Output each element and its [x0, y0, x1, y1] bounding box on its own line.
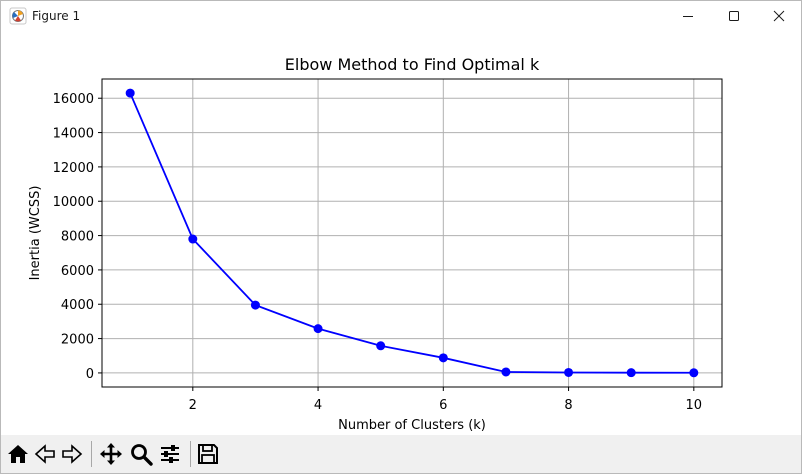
x-tick-label: 2 [189, 398, 197, 413]
y-tick-label: 10000 [53, 195, 94, 210]
window-title: Figure 1 [32, 9, 81, 23]
grid-lines [102, 79, 722, 387]
toolbar-separator [190, 441, 191, 467]
y-tick-label: 14000 [53, 127, 94, 142]
maximize-button[interactable] [711, 1, 757, 31]
y-tick-label: 0 [86, 367, 94, 382]
data-point [376, 341, 386, 351]
x-ticks: 2 4 6 8 10 [189, 387, 702, 413]
minimize-icon [683, 16, 693, 17]
y-axis-label: Inertia (WCSS) [28, 186, 43, 281]
home-button[interactable] [5, 441, 31, 467]
toolbar-separator [91, 441, 92, 467]
data-point [689, 368, 699, 378]
move-icon [100, 443, 122, 465]
y-ticks: 0 2000 4000 6000 8000 10000 12000 14000 16000 [53, 92, 102, 382]
y-tick-label: 8000 [61, 230, 94, 245]
data-point [501, 367, 511, 377]
save-button[interactable] [195, 441, 221, 467]
maximize-icon [729, 11, 739, 21]
pan-button[interactable] [98, 441, 124, 467]
magnifier-icon [131, 444, 153, 466]
home-icon [8, 445, 28, 463]
x-tick-label: 8 [564, 398, 572, 413]
data-point [250, 300, 260, 310]
y-tick-label: 12000 [53, 161, 94, 176]
x-tick-label: 6 [439, 398, 447, 413]
elbow-chart: 2 4 6 8 10 0 2000 4000 6000 8000 10000 12000 14000 1… [28, 55, 723, 433]
chart-title: Elbow Method to Find Optimal k [285, 55, 540, 74]
floppy-disk-icon [198, 444, 218, 464]
configure-subplots-button[interactable] [157, 441, 183, 467]
data-point [438, 353, 448, 363]
title-bar[interactable]: Figure 1 [1, 1, 801, 31]
sliders-icon [161, 445, 179, 463]
y-tick-label: 6000 [61, 264, 94, 279]
y-tick-label: 4000 [61, 298, 94, 313]
data-point [626, 368, 636, 378]
series-line [125, 88, 699, 378]
y-tick-label: 2000 [61, 333, 94, 348]
x-axis-label: Number of Clusters (k) [338, 418, 486, 433]
arrow-right-icon [62, 444, 83, 464]
back-button[interactable] [32, 441, 58, 467]
series-polyline [129, 92, 694, 374]
minimize-button[interactable] [665, 1, 711, 31]
data-point [313, 324, 323, 334]
zoom-button[interactable] [128, 441, 154, 467]
close-icon [773, 10, 785, 22]
matplotlib-figure-icon [9, 7, 27, 25]
navigation-toolbar [1, 435, 801, 473]
y-tick-label: 16000 [53, 92, 94, 107]
data-point [564, 367, 574, 377]
close-button[interactable] [756, 1, 802, 31]
x-tick-label: 4 [314, 398, 322, 413]
arrow-left-icon [34, 444, 55, 464]
forward-button[interactable] [59, 441, 85, 467]
x-tick-label: 10 [686, 398, 703, 413]
figure-canvas[interactable]: 2 4 6 8 10 0 2000 4000 6000 8000 10000 12000 14000 1… [1, 32, 801, 434]
data-point [125, 88, 135, 98]
data-point [188, 234, 198, 244]
axes-frame [101, 78, 723, 388]
